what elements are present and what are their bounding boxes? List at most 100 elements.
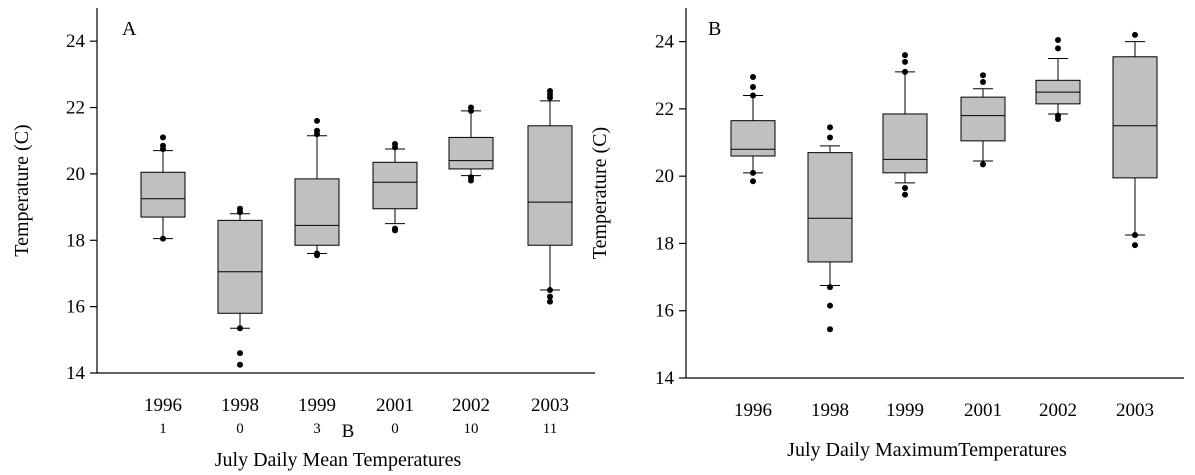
outlier-point: [468, 104, 474, 111]
iqr-box: [372, 161, 418, 210]
outlier-point: [827, 284, 833, 291]
x-tick-label: 1998: [221, 395, 259, 416]
box-2002: [448, 104, 494, 184]
box-1996: [140, 134, 186, 242]
y-tick-label: 24: [655, 32, 675, 53]
box-2001: [372, 141, 418, 234]
outlier-point: [750, 169, 756, 176]
x-tick-label: 1999: [298, 395, 336, 416]
outlier-point: [827, 326, 833, 333]
outlier-point: [1132, 232, 1138, 239]
outlier-point: [902, 52, 908, 59]
outlier-point: [980, 161, 986, 168]
box-1999: [294, 117, 340, 259]
y-tick-label: 14: [66, 363, 86, 384]
count-label: 11: [543, 421, 557, 437]
x-axis-title: July Daily Mean Temperatures: [215, 449, 462, 471]
outlier-point: [902, 68, 908, 75]
x-tick-label: 2002: [452, 395, 490, 416]
count-label: 3: [313, 421, 321, 437]
x-tick-label: 1996: [734, 400, 772, 421]
outlier-point: [547, 87, 553, 94]
iqr-box: [807, 152, 853, 263]
stray-label: B: [342, 421, 355, 442]
outlier-point: [160, 142, 166, 149]
box-2001: [960, 72, 1006, 168]
iqr-box: [527, 125, 573, 246]
box-2002: [1035, 36, 1081, 122]
y-tick-label: 22: [655, 99, 674, 120]
panel-label: A: [122, 18, 137, 40]
outlier-point: [237, 361, 243, 368]
outlier-point: [827, 134, 833, 141]
x-tick-label: 2002: [1039, 400, 1077, 421]
y-tick-label: 18: [66, 230, 85, 251]
y-tick-label: 18: [655, 233, 674, 254]
box-2003: [527, 87, 573, 305]
x-tick-label: 1998: [811, 400, 849, 421]
outlier-point: [160, 134, 166, 141]
y-tick-label: 22: [66, 98, 85, 119]
x-tick-label: 2001: [376, 395, 414, 416]
chart-panel-a: 14 16 18 20 22 24 A Temperature (C) 1996 1998 1999…: [11, 8, 595, 471]
iqr-box: [960, 96, 1006, 142]
outlier-point: [980, 79, 986, 85]
box-1999: [882, 52, 928, 198]
chart-panel-b: 14 16 18 20 22 24 B Temperature (C) 1996 1998 1999…: [589, 8, 1184, 461]
outlier-point: [1132, 31, 1138, 38]
outlier-point: [468, 174, 474, 181]
outlier-point: [1055, 45, 1061, 52]
iqr-box: [217, 219, 263, 314]
outlier-point: [750, 73, 756, 80]
y-tick-label: 16: [66, 297, 85, 318]
panel-label: B: [708, 18, 721, 40]
outlier-point: [750, 178, 756, 185]
iqr-box: [882, 113, 928, 174]
x-tick-label: 1996: [144, 395, 182, 416]
outlier-point: [827, 302, 833, 309]
outlier-point: [750, 84, 756, 91]
outlier-point: [827, 124, 833, 131]
iqr-box: [1112, 56, 1158, 179]
box-2003: [1112, 31, 1158, 249]
outlier-point: [902, 58, 908, 65]
outlier-point: [314, 250, 320, 257]
x-tick-label: 2003: [531, 395, 569, 416]
iqr-box: [294, 178, 340, 246]
outlier-point: [547, 287, 553, 294]
outlier-point: [750, 92, 756, 99]
y-axis-title: Temperature (C): [11, 124, 33, 256]
outlier-point: [392, 227, 398, 234]
y-tick-label: 24: [66, 31, 86, 52]
box-1996: [730, 73, 776, 185]
y-tick-label: 20: [66, 164, 85, 185]
outlier-point: [392, 141, 398, 148]
iqr-box: [140, 171, 186, 218]
y-tick-label: 20: [655, 166, 674, 187]
count-label: 1: [159, 421, 167, 437]
x-tick-label: 1999: [886, 400, 924, 421]
outlier-point: [160, 235, 166, 242]
outlier-point: [314, 117, 320, 124]
count-label: 0: [236, 421, 244, 437]
x-tick-label: 2003: [1116, 400, 1154, 421]
box-1998: [807, 124, 853, 333]
x-axis-title: July Daily MaximumTemperatures: [787, 439, 1067, 461]
outlier-point: [1055, 36, 1061, 43]
y-axis-title: Temperature (C): [589, 127, 611, 259]
outlier-point: [902, 184, 908, 191]
outlier-point: [314, 127, 320, 134]
y-tick-label: 16: [655, 301, 674, 322]
y-tick-label: 14: [655, 368, 675, 389]
iqr-box: [730, 120, 776, 157]
outlier-point: [1132, 242, 1138, 249]
outlier-point: [237, 350, 243, 357]
box-1998: [217, 205, 263, 368]
iqr-box: [448, 136, 494, 170]
outlier-point: [547, 298, 553, 305]
outlier-point: [237, 205, 243, 212]
outlier-point: [547, 293, 553, 300]
count-label: 0: [391, 421, 399, 437]
count-label: 10: [464, 421, 479, 437]
